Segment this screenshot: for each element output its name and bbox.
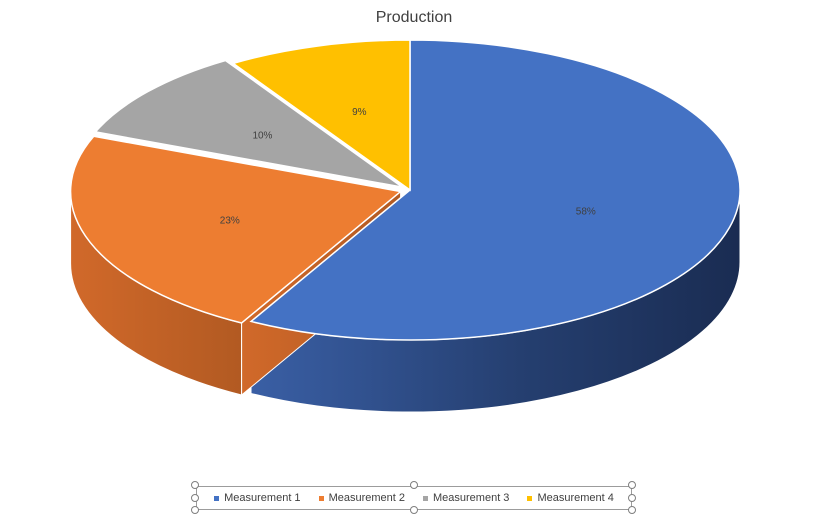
legend-swatch — [423, 495, 428, 501]
legend-resize-handle-bm[interactable] — [410, 506, 418, 514]
legend-item[interactable]: Measurement 1 — [214, 492, 301, 504]
legend-label: Measurement 2 — [328, 492, 405, 504]
legend-item[interactable]: Measurement 2 — [318, 492, 405, 504]
legend-label: Measurement 3 — [433, 492, 510, 504]
legend-resize-handle-mr[interactable] — [628, 494, 636, 502]
slice-1 — [249, 39, 741, 341]
legend-label: Measurement 1 — [224, 492, 301, 504]
legend-swatch — [527, 495, 533, 501]
data-label-1: 58% — [576, 207, 596, 218]
data-label-3: 10% — [252, 131, 272, 142]
chart-title: Production — [376, 9, 453, 26]
data-label-4: 9% — [352, 107, 367, 118]
legend-item[interactable]: Measurement 3 — [423, 492, 509, 504]
legend-label: Measurement 4 — [537, 492, 614, 504]
slice-3 — [94, 59, 403, 188]
legend-resize-handle-ml[interactable] — [191, 494, 199, 502]
slice-4 — [231, 39, 411, 192]
legend-resize-handle-tm[interactable] — [410, 481, 418, 489]
legend-swatch — [214, 495, 220, 501]
legend-swatch — [318, 495, 324, 501]
legend-resize-handle-br[interactable] — [628, 506, 636, 514]
legend-item[interactable]: Measurement 4 — [527, 492, 614, 504]
legend-resize-handle-tl[interactable] — [191, 481, 199, 489]
slice-2 — [69, 135, 403, 324]
legend-resize-handle-tr[interactable] — [628, 481, 636, 489]
data-label-2: 23% — [220, 215, 240, 226]
legend-resize-handle-bl[interactable] — [191, 506, 199, 514]
